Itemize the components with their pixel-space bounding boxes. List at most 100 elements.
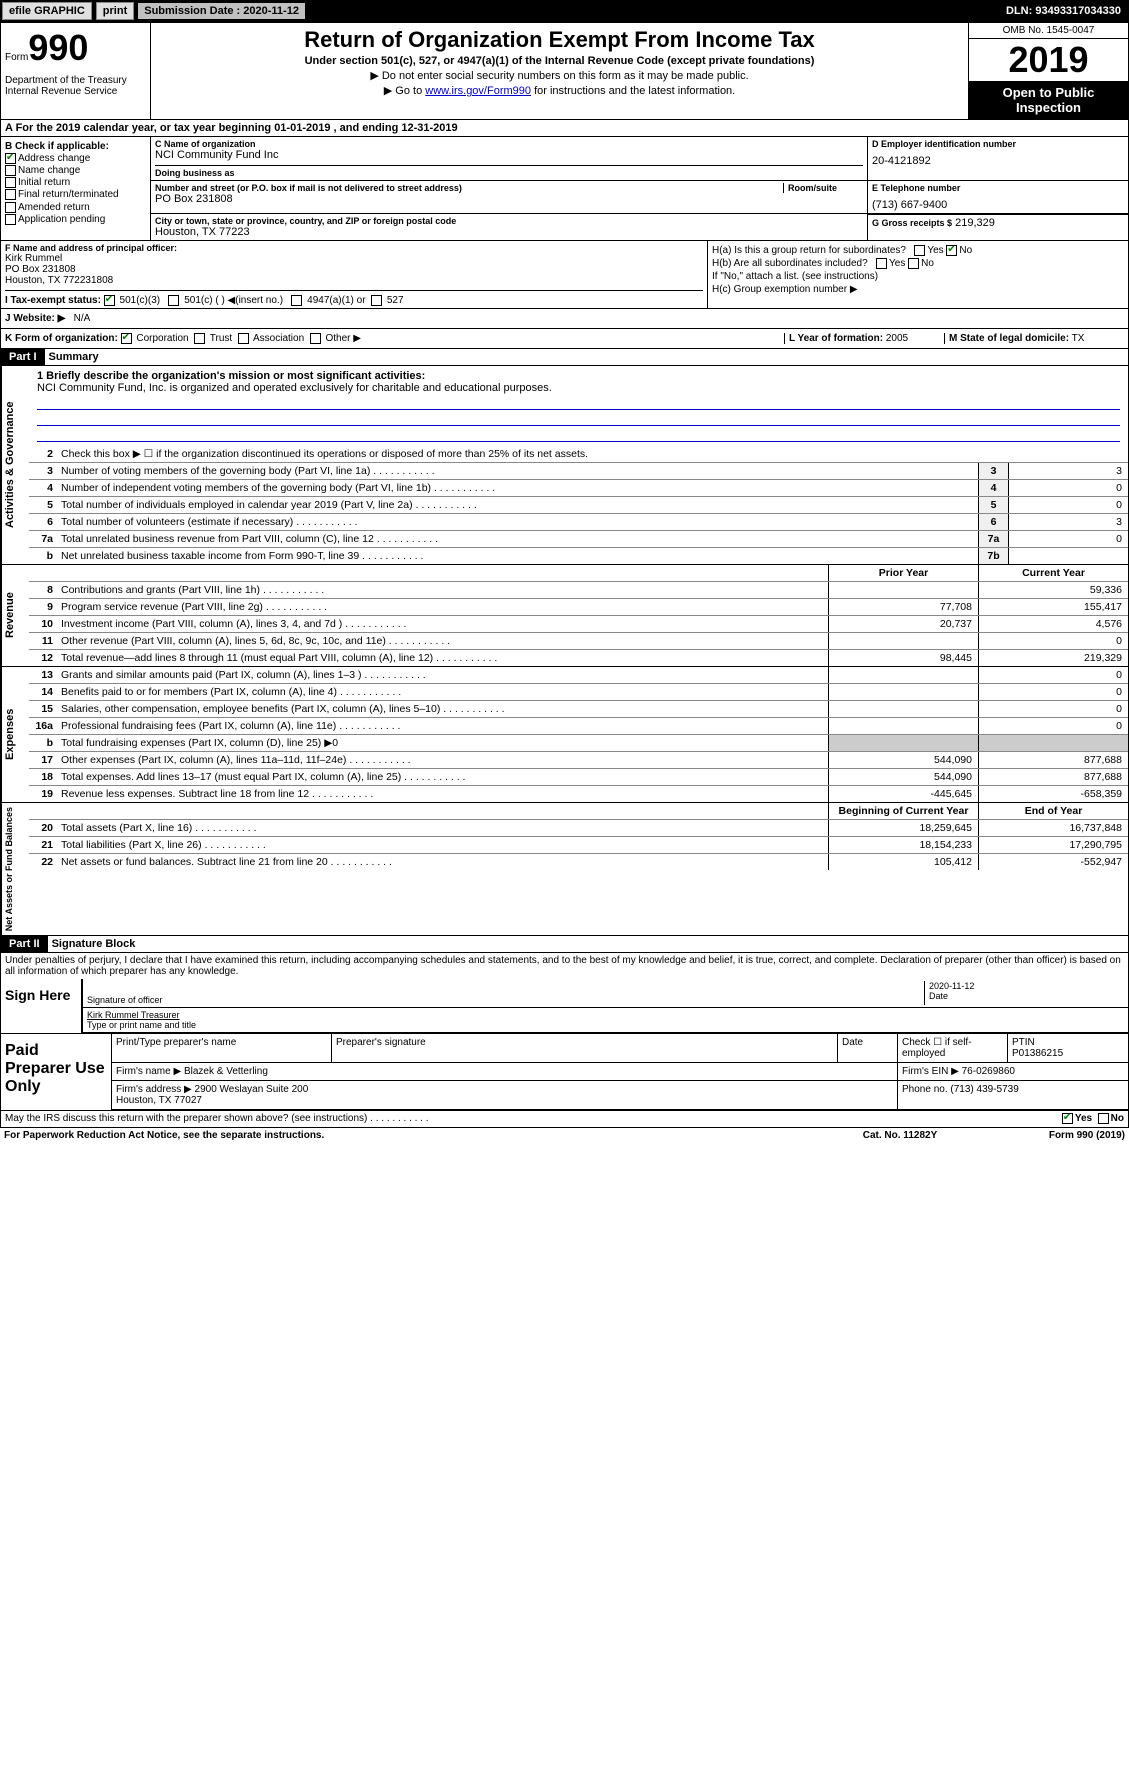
- paid-preparer-section: Paid Preparer Use Only Print/Type prepar…: [1, 1033, 1128, 1110]
- expenses-section: Expenses 13Grants and similar amounts pa…: [0, 667, 1129, 803]
- chk-ha-yes[interactable]: [914, 245, 925, 256]
- discuss-row: May the IRS discuss this return with the…: [0, 1111, 1129, 1127]
- dept-label: Department of the Treasury Internal Reve…: [5, 75, 146, 97]
- row-a-tax-year: A For the 2019 calendar year, or tax yea…: [0, 120, 1129, 137]
- section-f-h: F Name and address of principal officer:…: [0, 241, 1129, 309]
- gross-receipts-value: 219,329: [955, 217, 995, 229]
- open-public-badge: Open to Public Inspection: [969, 81, 1128, 119]
- section-label-expenses: Expenses: [1, 667, 29, 802]
- sign-here-label: Sign Here: [1, 979, 81, 1033]
- form-number-cell: Form990 Department of the Treasury Inter…: [1, 23, 151, 119]
- chk-501c[interactable]: [168, 295, 179, 306]
- top-toolbar: efile GRAPHIC print Submission Date : 20…: [0, 0, 1129, 22]
- chk-ha-no[interactable]: [946, 245, 957, 256]
- chk-final-return[interactable]: Final return/terminated: [5, 189, 146, 200]
- summary-line-2: 2Check this box ▶ ☐ if the organization …: [29, 446, 1128, 463]
- website-row: J Website: ▶ N/A: [0, 309, 1129, 329]
- instruction-line-2: ▶ Go to www.irs.gov/Form990 for instruct…: [155, 84, 964, 97]
- mission-text: NCI Community Fund, Inc. is organized an…: [37, 382, 1120, 394]
- expense-line-b: bTotal fundraising expenses (Part IX, co…: [29, 735, 1128, 752]
- cat-number: Cat. No. 11282Y: [825, 1130, 975, 1141]
- part-1-header: Part I Summary: [0, 349, 1129, 366]
- group-return-box: H(a) Is this a group return for subordin…: [708, 241, 1128, 308]
- summary-line-b: bNet unrelated business taxable income f…: [29, 548, 1128, 564]
- netassets-header-row: Beginning of Current Year End of Year: [29, 803, 1128, 820]
- officer-name: Kirk Rummel Treasurer: [87, 1010, 1124, 1020]
- chk-trust[interactable]: [194, 333, 205, 344]
- sign-date: 2020-11-12: [929, 981, 1124, 991]
- activities-governance-section: Activities & Governance 1 Briefly descri…: [0, 366, 1129, 565]
- chk-address-change[interactable]: Address change: [5, 153, 146, 164]
- signature-block: Under penalties of perjury, I declare th…: [0, 953, 1129, 1111]
- phone-value: (713) 667-9400: [872, 199, 1124, 211]
- efile-button[interactable]: efile GRAPHIC: [2, 2, 92, 20]
- chk-other[interactable]: [310, 333, 321, 344]
- phone-box: E Telephone number (713) 667-9400: [868, 181, 1128, 213]
- net-assets-section: Net Assets or Fund Balances Beginning of…: [0, 803, 1129, 936]
- submission-date: Submission Date : 2020-11-12: [138, 3, 305, 19]
- revenue-line-11: 11Other revenue (Part VIII, column (A), …: [29, 633, 1128, 650]
- revenue-line-12: 12Total revenue—add lines 8 through 11 (…: [29, 650, 1128, 666]
- netassets-line-22: 22Net assets or fund balances. Subtract …: [29, 854, 1128, 870]
- paid-preparer-label: Paid Preparer Use Only: [1, 1034, 111, 1110]
- chk-amended-return[interactable]: Amended return: [5, 202, 146, 213]
- expense-line-16a: 16aProfessional fundraising fees (Part I…: [29, 718, 1128, 735]
- org-name-box: C Name of organization NCI Community Fun…: [151, 137, 868, 180]
- form-title-cell: Return of Organization Exempt From Incom…: [151, 23, 968, 119]
- irs-link[interactable]: www.irs.gov/Form990: [425, 85, 531, 97]
- state-domicile-box: M State of legal domicile: TX: [944, 333, 1124, 344]
- revenue-line-8: 8Contributions and grants (Part VIII, li…: [29, 582, 1128, 599]
- org-name: NCI Community Fund Inc: [155, 149, 863, 161]
- expense-line-15: 15Salaries, other compensation, employee…: [29, 701, 1128, 718]
- revenue-header-row: Prior Year Current Year: [29, 565, 1128, 582]
- chk-initial-return[interactable]: Initial return: [5, 177, 146, 188]
- chk-association[interactable]: [238, 333, 249, 344]
- form-subtitle: Under section 501(c), 527, or 4947(a)(1)…: [155, 55, 964, 67]
- website-value: N/A: [74, 313, 91, 324]
- expense-line-18: 18Total expenses. Add lines 13–17 (must …: [29, 769, 1128, 786]
- chk-name-change[interactable]: Name change: [5, 165, 146, 176]
- mission-box: 1 Briefly describe the organization's mi…: [29, 366, 1128, 446]
- year-formation-box: L Year of formation: 2005: [784, 333, 944, 344]
- chk-4947[interactable]: [291, 295, 302, 306]
- omb-number: OMB No. 1545-0047: [969, 23, 1128, 39]
- ptin-value: P01386215: [1012, 1048, 1124, 1059]
- print-button[interactable]: print: [96, 2, 134, 20]
- chk-discuss-yes[interactable]: [1062, 1113, 1073, 1124]
- ein-box: D Employer identification number 20-4121…: [868, 137, 1128, 180]
- firm-name: Blazek & Vetterling: [184, 1066, 268, 1077]
- netassets-line-21: 21Total liabilities (Part X, line 26)18,…: [29, 837, 1128, 854]
- summary-line-5: 5Total number of individuals employed in…: [29, 497, 1128, 514]
- expense-line-19: 19Revenue less expenses. Subtract line 1…: [29, 786, 1128, 802]
- chk-hb-no[interactable]: [908, 258, 919, 269]
- col-b-checkboxes: B Check if applicable: Address change Na…: [1, 137, 151, 240]
- instruction-line-1: ▶ Do not enter social security numbers o…: [155, 69, 964, 82]
- revenue-section: Revenue Prior Year Current Year 8Contrib…: [0, 565, 1129, 667]
- firm-phone: (713) 439-5739: [950, 1084, 1018, 1095]
- expense-line-13: 13Grants and similar amounts paid (Part …: [29, 667, 1128, 684]
- chk-hb-yes[interactable]: [876, 258, 887, 269]
- expense-line-17: 17Other expenses (Part IX, column (A), l…: [29, 752, 1128, 769]
- chk-application-pending[interactable]: Application pending: [5, 214, 146, 225]
- chk-527[interactable]: [371, 295, 382, 306]
- principal-officer-box: F Name and address of principal officer:…: [1, 241, 708, 308]
- pra-notice: For Paperwork Reduction Act Notice, see …: [4, 1130, 825, 1141]
- year-cell: OMB No. 1545-0047 2019 Open to Public In…: [968, 23, 1128, 119]
- form-header: Form990 Department of the Treasury Inter…: [0, 22, 1129, 120]
- footer-row: For Paperwork Reduction Act Notice, see …: [0, 1128, 1129, 1143]
- section-label-governance: Activities & Governance: [1, 366, 29, 564]
- dln-label: DLN: 93493317034330: [1006, 5, 1127, 17]
- tax-year: 2019: [969, 39, 1128, 81]
- summary-line-4: 4Number of independent voting members of…: [29, 480, 1128, 497]
- form-ref: Form 990 (2019): [975, 1130, 1125, 1141]
- firm-ein: 76-0269860: [962, 1066, 1015, 1077]
- summary-line-6: 6Total number of volunteers (estimate if…: [29, 514, 1128, 531]
- section-label-netassets: Net Assets or Fund Balances: [1, 803, 29, 935]
- city-value: Houston, TX 77223: [155, 226, 863, 238]
- chk-discuss-no[interactable]: [1098, 1113, 1109, 1124]
- revenue-line-9: 9Program service revenue (Part VIII, lin…: [29, 599, 1128, 616]
- chk-501c3[interactable]: [104, 295, 115, 306]
- gross-receipts-box: G Gross receipts $ 219,329: [868, 214, 1128, 240]
- chk-corporation[interactable]: [121, 333, 132, 344]
- section-k-l-m: K Form of organization: Corporation Trus…: [0, 329, 1129, 349]
